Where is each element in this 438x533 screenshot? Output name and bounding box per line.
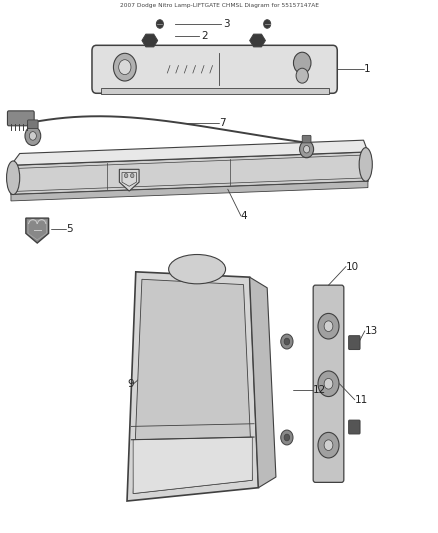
Circle shape xyxy=(124,174,128,178)
Text: 13: 13 xyxy=(365,326,378,336)
Polygon shape xyxy=(133,279,252,494)
Circle shape xyxy=(284,434,290,441)
Circle shape xyxy=(296,68,308,83)
Circle shape xyxy=(324,321,333,332)
FancyBboxPatch shape xyxy=(7,111,34,126)
Circle shape xyxy=(156,20,163,28)
Circle shape xyxy=(324,440,333,450)
Circle shape xyxy=(131,174,134,178)
Circle shape xyxy=(25,126,41,146)
Text: 5: 5 xyxy=(66,224,73,234)
FancyBboxPatch shape xyxy=(302,135,311,143)
Polygon shape xyxy=(101,88,328,94)
Polygon shape xyxy=(11,181,368,201)
Circle shape xyxy=(318,432,339,458)
Circle shape xyxy=(293,52,311,74)
Polygon shape xyxy=(133,437,252,494)
Circle shape xyxy=(324,378,333,389)
Polygon shape xyxy=(127,272,258,501)
Polygon shape xyxy=(11,152,368,195)
Text: 7: 7 xyxy=(219,118,226,127)
Text: 10: 10 xyxy=(346,262,359,271)
Text: 4: 4 xyxy=(241,211,247,221)
Text: 2007 Dodge Nitro Lamp-LIFTGATE CHMSL Diagram for 55157147AE: 2007 Dodge Nitro Lamp-LIFTGATE CHMSL Dia… xyxy=(120,3,318,7)
Text: 11: 11 xyxy=(355,395,368,405)
Polygon shape xyxy=(250,34,265,47)
FancyBboxPatch shape xyxy=(313,285,344,482)
Circle shape xyxy=(281,430,293,445)
Text: 12: 12 xyxy=(313,384,326,394)
FancyBboxPatch shape xyxy=(92,45,337,93)
Ellipse shape xyxy=(169,255,226,284)
Text: 3: 3 xyxy=(223,19,230,29)
Polygon shape xyxy=(119,169,139,191)
Ellipse shape xyxy=(359,148,372,181)
Circle shape xyxy=(264,20,271,28)
Text: 2: 2 xyxy=(201,31,208,41)
Circle shape xyxy=(304,146,310,153)
Circle shape xyxy=(318,313,339,339)
Circle shape xyxy=(300,141,314,158)
Circle shape xyxy=(318,371,339,397)
Polygon shape xyxy=(26,218,49,243)
Circle shape xyxy=(113,53,136,81)
FancyBboxPatch shape xyxy=(349,420,360,434)
Ellipse shape xyxy=(7,161,20,195)
Circle shape xyxy=(119,60,131,75)
FancyBboxPatch shape xyxy=(349,336,360,350)
Polygon shape xyxy=(11,140,368,165)
Circle shape xyxy=(29,132,36,140)
Text: 9: 9 xyxy=(127,379,134,389)
Polygon shape xyxy=(142,34,158,47)
Polygon shape xyxy=(250,277,276,488)
FancyBboxPatch shape xyxy=(28,120,38,128)
Text: 1: 1 xyxy=(364,64,370,74)
Circle shape xyxy=(284,338,290,345)
Circle shape xyxy=(281,334,293,349)
